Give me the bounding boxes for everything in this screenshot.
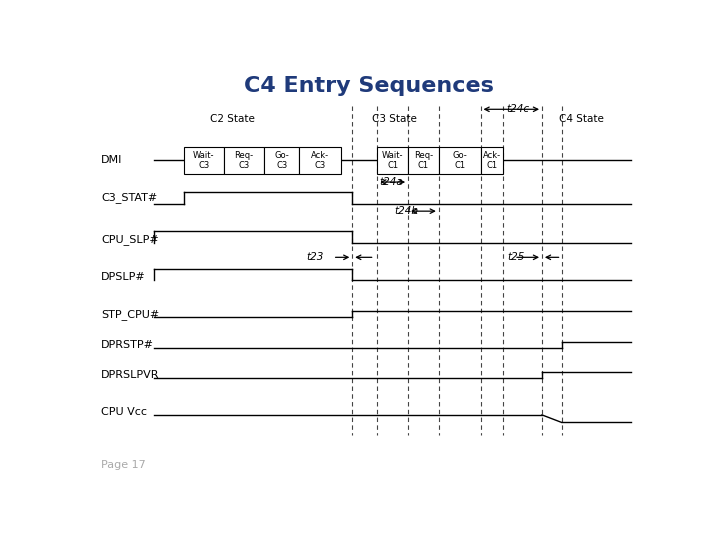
Text: t24c: t24c <box>507 104 530 114</box>
Text: Page 17: Page 17 <box>101 460 146 470</box>
Text: C4 Entry Sequences: C4 Entry Sequences <box>244 76 494 96</box>
Text: Wait-
C1: Wait- C1 <box>382 151 403 170</box>
Text: Go-
C3: Go- C3 <box>274 151 289 170</box>
Text: CPU_SLP#: CPU_SLP# <box>101 234 159 245</box>
FancyBboxPatch shape <box>481 147 503 174</box>
FancyBboxPatch shape <box>184 147 224 174</box>
Text: CPU Vcc: CPU Vcc <box>101 407 147 417</box>
Text: C3_STAT#: C3_STAT# <box>101 192 158 203</box>
Text: t24a: t24a <box>379 177 402 187</box>
Text: Wait-
C3: Wait- C3 <box>193 151 215 170</box>
Text: DPRSTP#: DPRSTP# <box>101 340 154 350</box>
Text: t25: t25 <box>508 252 525 262</box>
Text: DMI: DMI <box>101 156 122 165</box>
Text: C3 State: C3 State <box>372 114 417 124</box>
Text: C2 State: C2 State <box>210 114 255 124</box>
FancyBboxPatch shape <box>264 147 300 174</box>
Text: DPRSLPVR: DPRSLPVR <box>101 370 160 380</box>
Text: Req-
C3: Req- C3 <box>235 151 253 170</box>
Text: Req-
C1: Req- C1 <box>414 151 433 170</box>
Text: C4 State: C4 State <box>559 114 603 124</box>
Text: t24b: t24b <box>394 206 418 216</box>
Text: Ack-
C1: Ack- C1 <box>482 151 501 170</box>
Text: STP_CPU#: STP_CPU# <box>101 309 159 320</box>
FancyBboxPatch shape <box>224 147 264 174</box>
Text: Go-
C1: Go- C1 <box>452 151 467 170</box>
FancyBboxPatch shape <box>438 147 481 174</box>
FancyBboxPatch shape <box>377 147 408 174</box>
FancyBboxPatch shape <box>300 147 341 174</box>
Text: Ack-
C3: Ack- C3 <box>311 151 329 170</box>
Text: t23: t23 <box>306 252 323 262</box>
FancyBboxPatch shape <box>408 147 438 174</box>
Text: DPSLP#: DPSLP# <box>101 272 146 282</box>
